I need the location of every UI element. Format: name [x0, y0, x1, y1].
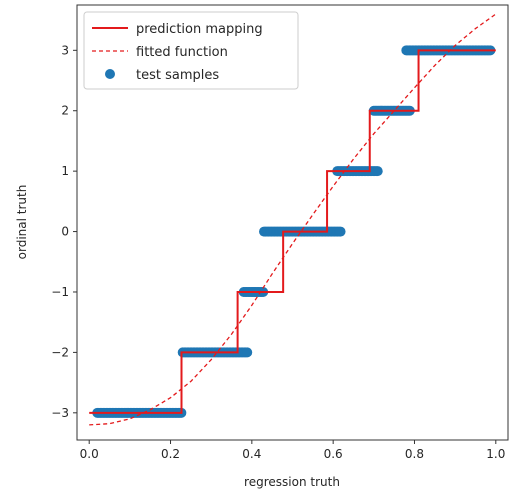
legend-label-test-samples: test samples — [136, 68, 219, 83]
legend-box — [83, 11, 299, 90]
test-sample-point — [335, 226, 346, 237]
x-tick-label: 1.0 — [486, 447, 505, 461]
y-tick-label: 0 — [61, 225, 69, 239]
legend-label-prediction-mapping: prediction mapping — [136, 22, 263, 37]
legend-label-fitted-function: fitted function — [136, 45, 228, 60]
y-tick-label: 2 — [61, 104, 69, 118]
y-tick-label: 3 — [61, 43, 69, 57]
data-layer — [89, 13, 497, 426]
x-tick-label: 0.0 — [80, 447, 99, 461]
y-tick-label: 1 — [61, 164, 69, 178]
legend: prediction mapping fitted function test … — [83, 11, 299, 90]
fitted-function-line — [89, 13, 497, 426]
y-tick-label: −3 — [51, 406, 69, 420]
y-tick-label: −2 — [51, 345, 69, 359]
x-tick-label: 0.6 — [324, 447, 343, 461]
x-axis-title: regression truth — [244, 475, 340, 489]
legend-marker-test-samples — [105, 69, 115, 79]
y-axis-title: ordinal truth — [15, 185, 29, 260]
x-axis-ticks: 0.0 0.2 0.4 0.6 0.8 1.0 — [80, 440, 505, 461]
test-sample-point — [372, 166, 383, 177]
x-tick-label: 0.8 — [405, 447, 424, 461]
prediction-mapping-line — [89, 49, 496, 414]
x-tick-label: 0.4 — [242, 447, 261, 461]
y-axis-ticks: −3 −2 −1 0 1 2 3 — [51, 43, 77, 420]
test-sample-point — [242, 347, 253, 358]
x-tick-label: 0.2 — [161, 447, 180, 461]
y-tick-label: −1 — [51, 285, 69, 299]
